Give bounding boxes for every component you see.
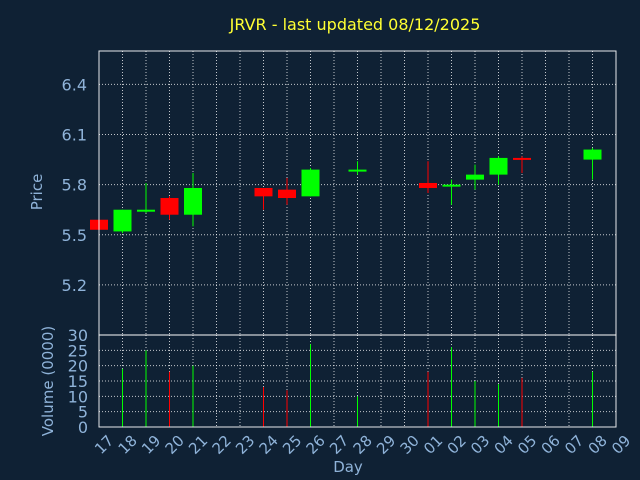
candle-body	[442, 184, 461, 187]
candle-body	[278, 189, 296, 199]
volume-tick-label: 20	[68, 357, 88, 376]
price-tick-label: 5.2	[62, 276, 87, 295]
price-tick-label: 6.4	[62, 75, 87, 94]
candle-body	[137, 209, 155, 212]
volume-tick-label: 10	[68, 387, 88, 406]
candle-body	[301, 169, 320, 197]
volume-tick-label: 25	[68, 341, 88, 360]
candle-body	[348, 169, 367, 172]
volume-axis-label: Volume (0000)	[39, 326, 57, 436]
volume-tick-label: 0	[78, 418, 88, 437]
volume-tick-label: 30	[68, 326, 88, 345]
candle-body	[583, 149, 602, 160]
price-tick-label: 5.8	[62, 176, 87, 195]
candle-body	[513, 157, 531, 160]
candle-body	[160, 198, 179, 215]
x-axis: 1718192021222324252627282930010203040506…	[91, 432, 634, 458]
chart-title: JRVR - last updated 08/12/2025	[229, 15, 481, 34]
volume-panel-frame	[98, 334, 617, 428]
candle-body	[466, 174, 484, 180]
price-axis-label: Price	[28, 174, 46, 211]
candle-body	[113, 209, 132, 232]
price-tick-label: 5.5	[62, 226, 87, 245]
volume-tick-label: 15	[68, 372, 88, 391]
candle-body	[184, 187, 202, 215]
candle-body	[489, 157, 508, 175]
volume-tick-label: 5	[78, 403, 88, 422]
candle-body	[419, 182, 437, 188]
x-axis-label: Day	[333, 458, 363, 476]
candle-body	[254, 187, 273, 197]
price-tick-label: 6.1	[62, 126, 87, 145]
